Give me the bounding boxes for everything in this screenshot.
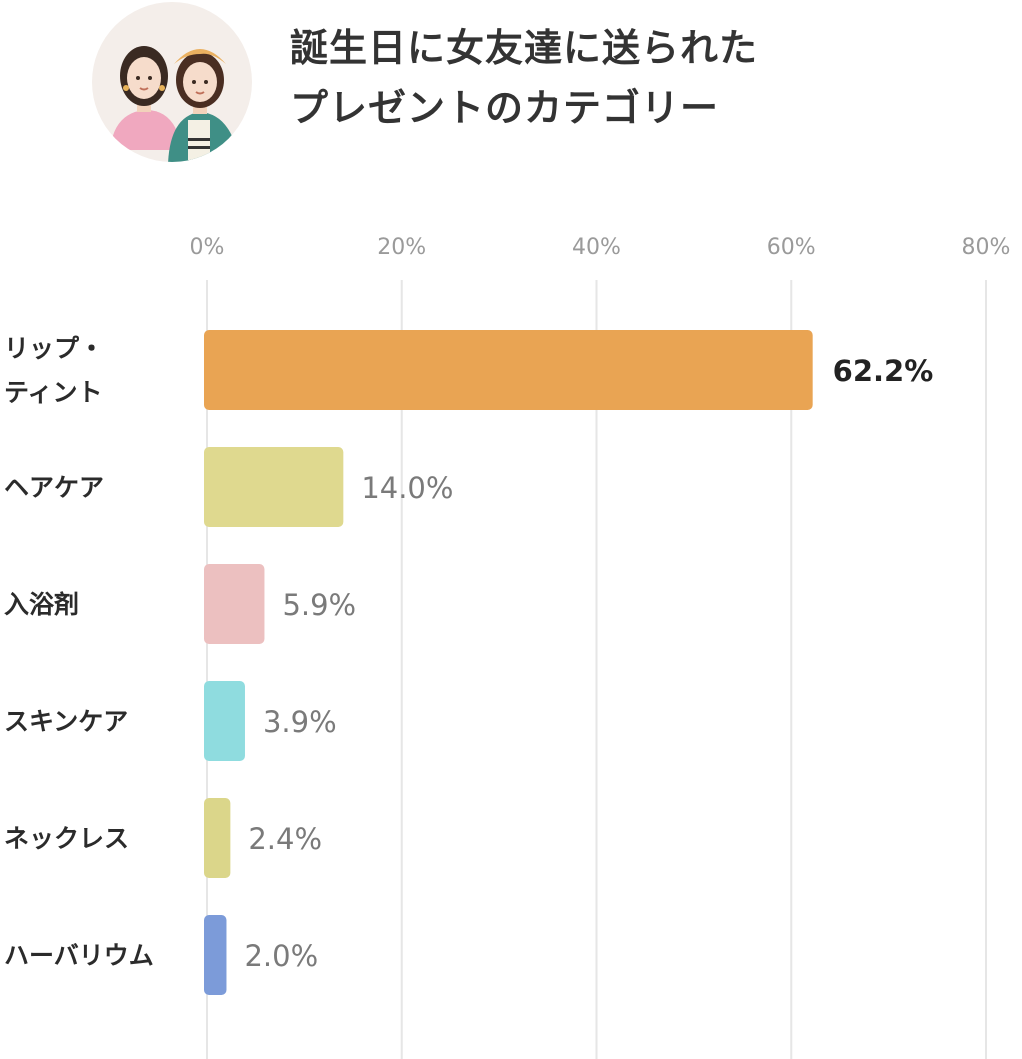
x-tick-label: 0% (190, 235, 225, 260)
bar (204, 330, 813, 410)
chart-title-line-1: 誕生日に女友達に送られた (290, 26, 759, 70)
data-label: 2.4% (248, 822, 322, 856)
avatar (92, 2, 252, 162)
data-label: 62.2% (833, 354, 934, 388)
bar (204, 681, 245, 761)
bar (204, 915, 227, 995)
category-label: ヘアケア (4, 473, 104, 502)
category-label: ティント (4, 378, 103, 407)
category-label: リップ・ (4, 334, 104, 363)
x-tick-label: 80% (962, 235, 1011, 260)
x-tick-label: 60% (767, 235, 816, 260)
data-label: 5.9% (282, 588, 356, 622)
category-label: ネックレス (4, 824, 129, 853)
x-tick-label: 20% (377, 235, 426, 260)
bar (204, 564, 265, 644)
category-label: 入浴剤 (4, 590, 79, 619)
category-label: ハーバリウム (4, 941, 154, 970)
category-label: スキンケア (4, 707, 128, 736)
data-label: 14.0% (361, 471, 453, 505)
bar (204, 447, 344, 527)
x-tick-label: 40% (572, 235, 621, 260)
chart-title-line-2: プレゼントのカテゴリー (290, 86, 720, 130)
bar (204, 798, 231, 878)
data-label: 3.9% (263, 705, 337, 739)
chart-title: 誕生日に女友達に送られた プレゼントのカテゴリー (290, 18, 758, 138)
data-label: 2.0% (244, 939, 318, 973)
